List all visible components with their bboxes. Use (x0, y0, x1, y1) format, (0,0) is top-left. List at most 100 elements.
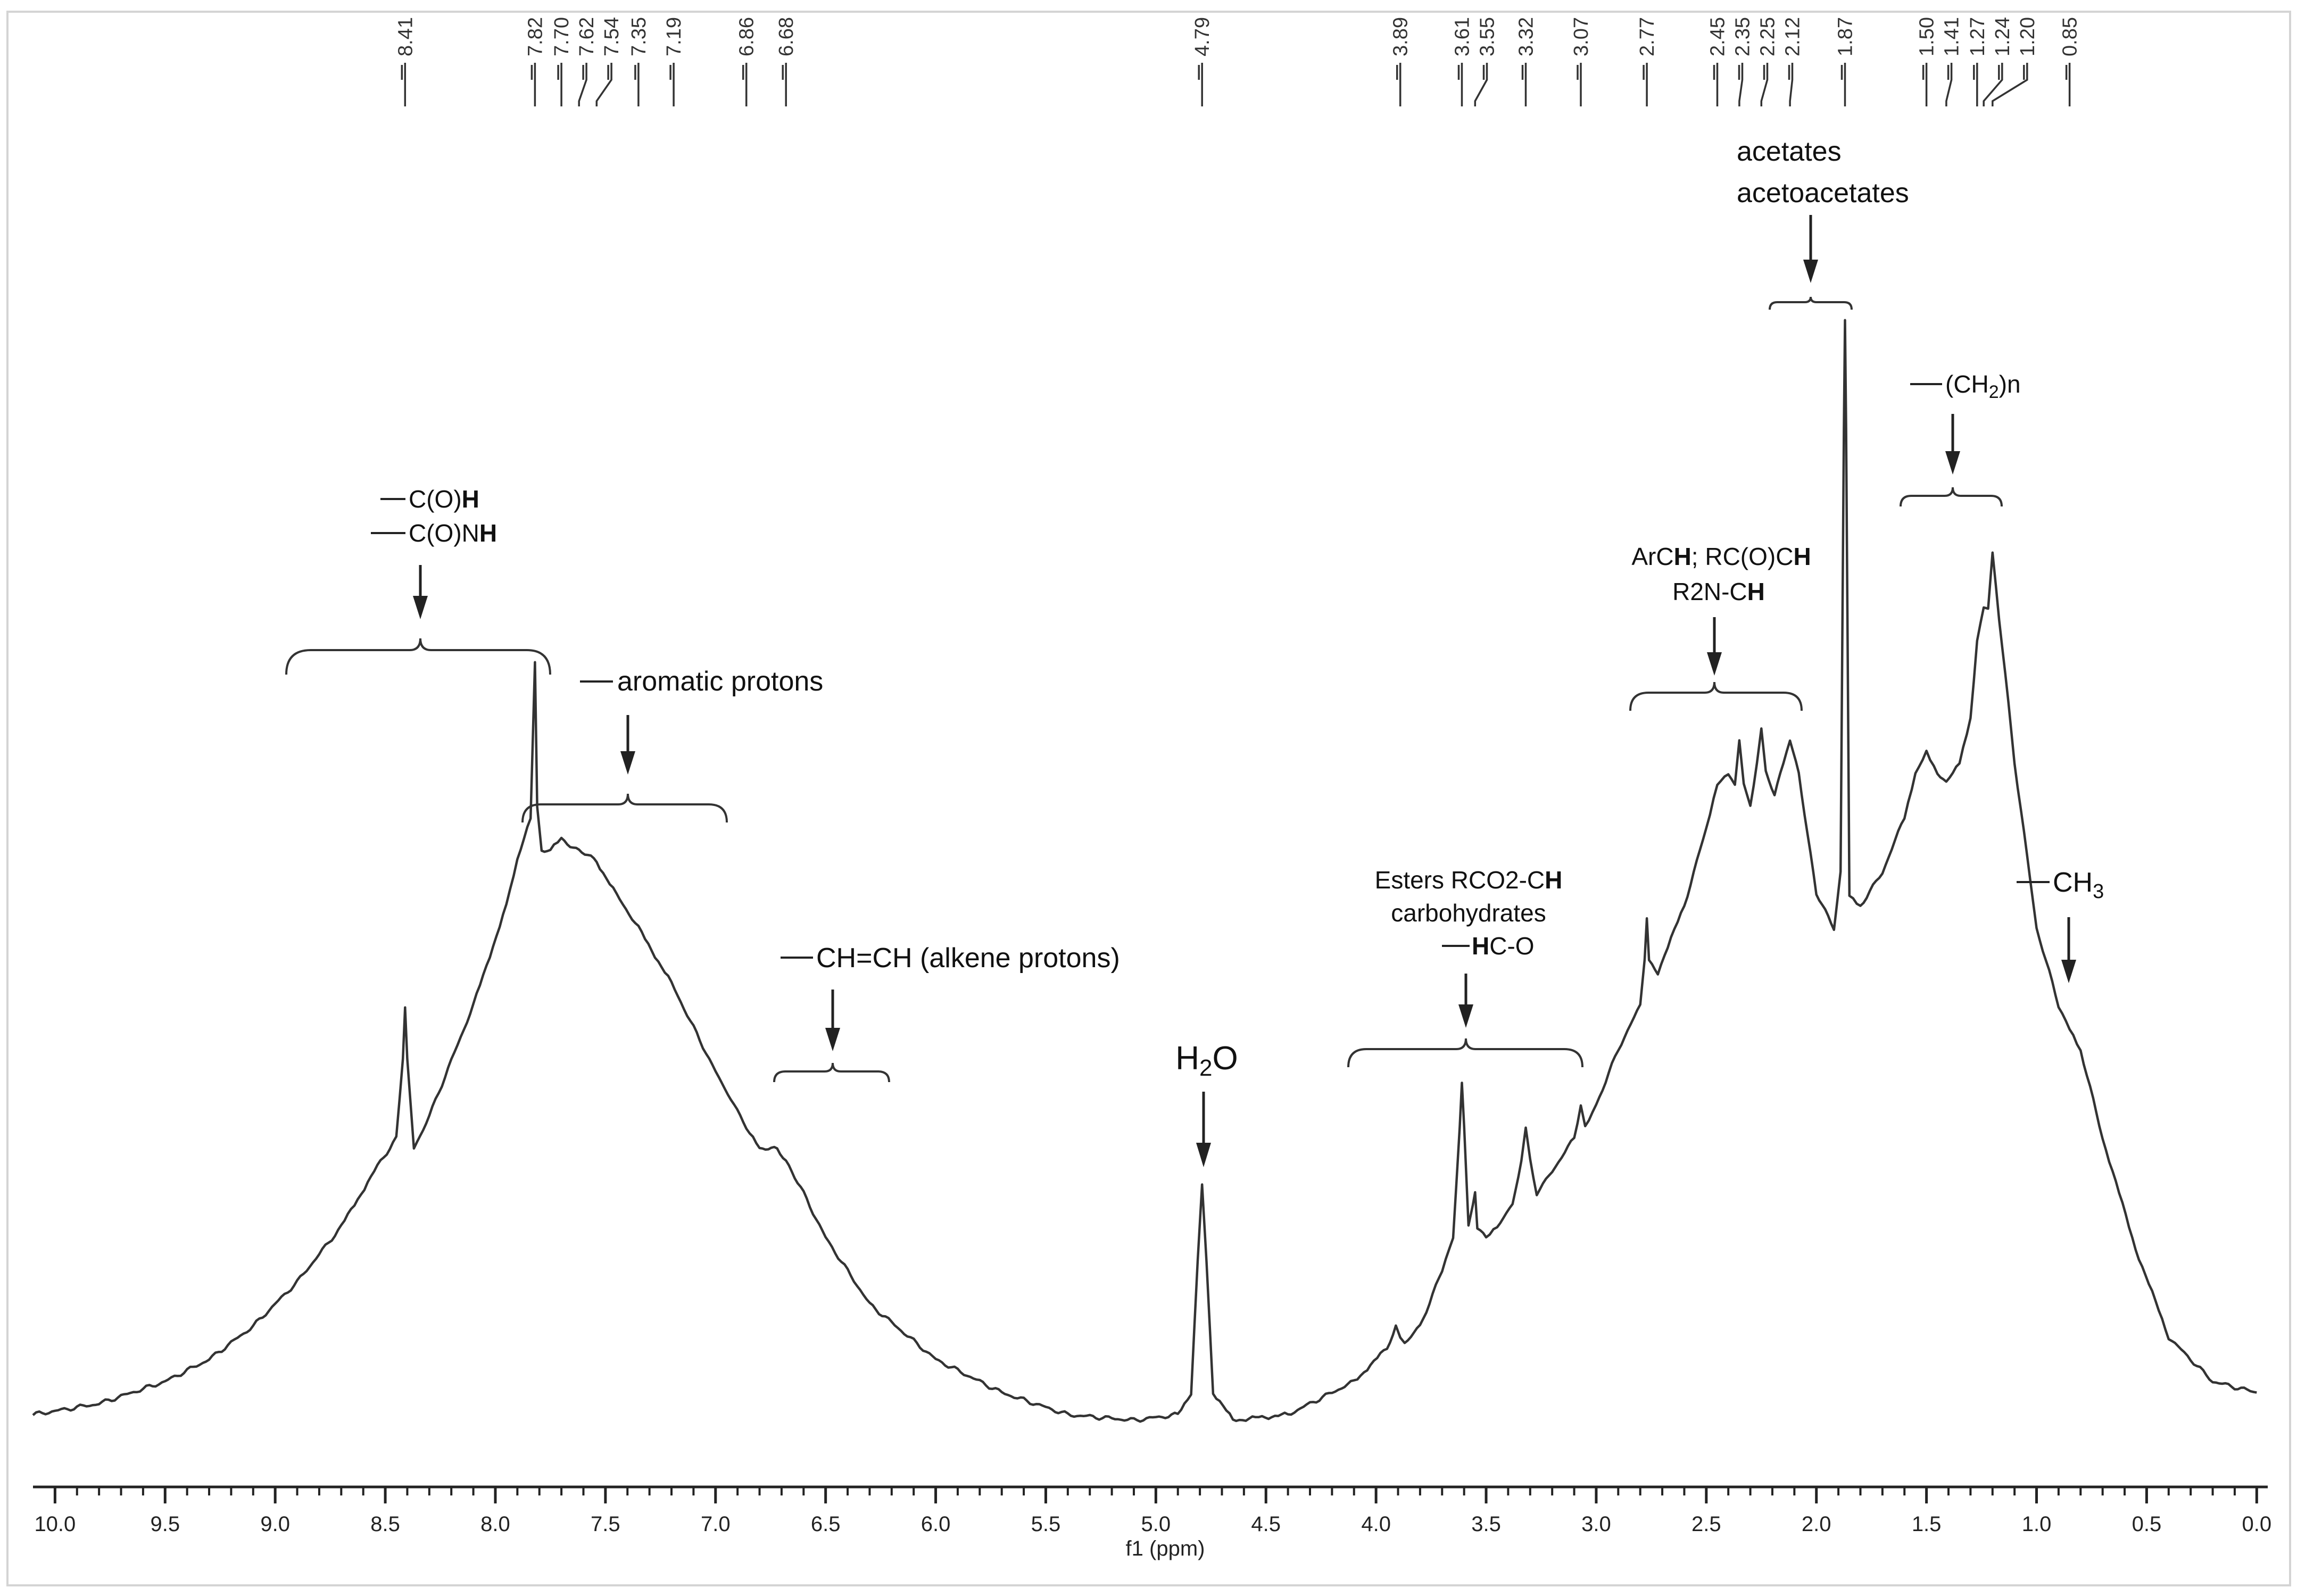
peak-shift-label: 2.35 (1732, 17, 1754, 56)
annotation-text: CH3 (2053, 867, 2104, 903)
peak-label-connector (1983, 63, 2003, 106)
peak-shift-label: 2.77 (1636, 17, 1659, 56)
peak-shift-label: 7.70 (551, 17, 573, 56)
annotation-text-part: H (1175, 1040, 1199, 1077)
peak-shift-label: 2.45 (1707, 17, 1729, 56)
annotation-text-part: CH (2053, 867, 2093, 898)
annotation-methyl: CH3 (2017, 867, 2104, 983)
peak-shift-label: 3.61 (1452, 17, 1474, 56)
annotation-text-part: H (1793, 543, 1811, 570)
peak-shift-label: 4.79 (1191, 17, 1214, 56)
x-tick-label: 5.0 (1141, 1512, 1171, 1536)
peak-label-connector (1789, 63, 1794, 106)
bracket (521, 793, 728, 823)
annotation-text-part: (CH (1945, 370, 1989, 398)
annotation-text-part: H (1545, 866, 1562, 894)
peak-shift-label: 1.20 (2017, 17, 2039, 56)
annotation-text: (CH2)n (1945, 370, 2021, 402)
bracket (1900, 487, 2003, 507)
peak-label-connector (1474, 63, 1488, 106)
annotation-text-part: R2N-C (1672, 578, 1747, 605)
annotation-text: H2O (1175, 1040, 1238, 1081)
x-tick-label: 0.5 (2132, 1512, 2162, 1536)
arrow-head (1196, 1143, 1211, 1167)
annotation-text: aromatic protons (617, 666, 823, 697)
annotation-text-part: O (1213, 1040, 1238, 1077)
arrow-head (1945, 451, 1960, 475)
annotation-esters: Esters RCO2-CH carbohydrates HC-O (1347, 866, 1583, 1068)
annotation-text: CH=CH (alkene protons) (816, 943, 1120, 974)
annotation-text: Esters RCO2-CH (1375, 866, 1563, 894)
annotation-text-part: 2 (1199, 1055, 1212, 1081)
annotation-text-part: C(O) (409, 485, 462, 513)
bracket (1769, 296, 1853, 310)
arrow-head (413, 596, 428, 619)
annotation-text: C(O)H (409, 485, 479, 513)
peak-shift-label: 3.55 (1477, 17, 1499, 56)
peak-shift-label: 3.07 (1570, 17, 1593, 56)
annotation-text-part: H (1472, 932, 1489, 960)
annotation-text: R2N-CH (1672, 578, 1765, 605)
annotation-formyl: C(O)H C(O)NH (285, 485, 551, 675)
peak-shift-label: 7.35 (628, 17, 650, 56)
x-tick-label: 9.5 (150, 1512, 180, 1536)
spectrum-trace (32, 319, 2257, 1423)
annotation-aromatic: aromatic protons (521, 666, 823, 823)
x-tick-label: 2.5 (1691, 1512, 1721, 1536)
x-tick-label: 6.0 (921, 1512, 951, 1536)
x-tick-label: 3.0 (1581, 1512, 1611, 1536)
peak-shift-label: 1.87 (1835, 17, 1857, 56)
peak-label-connector (1992, 63, 2028, 106)
bracket (773, 1062, 890, 1083)
annotation-alpha-protons: ArCH; RC(O)CH R2N-CH (1629, 543, 1811, 711)
annotation-text-part: ArC (1631, 543, 1673, 570)
x-tick-label: 1.0 (2022, 1512, 2052, 1536)
annotation-acetates: acetates acetoacetates (1737, 136, 1909, 310)
annotation-text-part: H (479, 519, 497, 547)
peak-label-connector (578, 63, 587, 106)
peak-shift-label: 7.19 (663, 17, 685, 56)
peak-shift-label: 2.12 (1782, 17, 1804, 56)
x-tick-label: 4.5 (1251, 1512, 1281, 1536)
peak-shift-label: 3.32 (1515, 17, 1538, 56)
annotation-text-part: ; RC(O)C (1691, 543, 1794, 570)
arrow-head (1803, 260, 1818, 283)
peak-shift-label: 1.24 (1992, 17, 2014, 56)
peak-label-connector (1760, 63, 1769, 106)
peak-shift-label: 0.85 (2059, 17, 2082, 56)
peak-shift-label: 6.68 (775, 17, 798, 56)
annotation-text: HC-O (1472, 932, 1535, 960)
x-axis-title: f1 (ppm) (1126, 1537, 1205, 1560)
annotation-text-part: H (462, 485, 479, 513)
annotation-text: C(O)NH (409, 519, 497, 547)
annotation-water: H2O (1175, 1040, 1238, 1167)
x-tick-label: 5.5 (1031, 1512, 1061, 1536)
annotation-text-part: H (1747, 578, 1765, 605)
peak-label-connector (1738, 63, 1744, 106)
arrow-head (2061, 960, 2076, 983)
bracket (285, 638, 551, 675)
peak-shift-label: 3.89 (1390, 17, 1412, 56)
peak-shift-label: 7.62 (576, 17, 598, 56)
peak-shift-label: 7.54 (601, 17, 623, 56)
x-tick-label: 10.0 (34, 1512, 76, 1536)
peak-label-connector (1945, 63, 1953, 106)
peak-shift-label: 1.27 (1967, 17, 1989, 56)
x-tick-label: 7.0 (701, 1512, 731, 1536)
annotation-methylene: (CH2)n (1900, 370, 2021, 507)
annotation-text-part: C(O)N (409, 519, 479, 547)
annotation-text-part: H (1674, 543, 1691, 570)
annotation-text: carbohydrates (1391, 899, 1546, 927)
arrow-head (620, 751, 635, 775)
annotation-text-part: Esters RCO2-C (1375, 866, 1545, 894)
x-tick-label: 0.0 (2242, 1512, 2272, 1536)
x-tick-label: 1.5 (1912, 1512, 1942, 1536)
x-tick-label: 4.0 (1361, 1512, 1391, 1536)
peak-shift-label: 1.50 (1916, 17, 1938, 56)
annotation-text: ArCH; RC(O)CH (1631, 543, 1811, 570)
peak-shift-label: 7.82 (524, 17, 546, 56)
x-tick-label: 7.5 (591, 1512, 620, 1536)
peak-shift-label: 6.86 (736, 17, 758, 56)
x-tick-label: 9.0 (260, 1512, 290, 1536)
